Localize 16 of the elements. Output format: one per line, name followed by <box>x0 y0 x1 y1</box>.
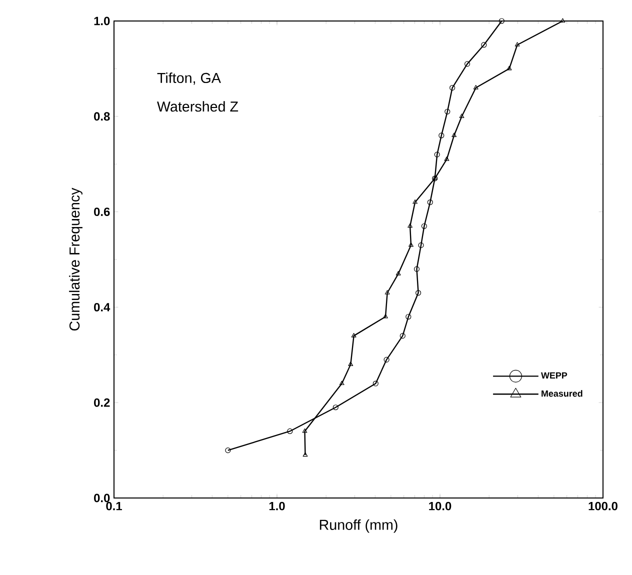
y-tick-label: 0.4 <box>94 302 110 312</box>
legend-label: Measured <box>542 390 582 397</box>
y-tick-label: 0.8 <box>94 112 110 121</box>
y-tick-label: 0.2 <box>94 398 110 407</box>
legend-label: WEPP <box>541 372 568 379</box>
x-tick-label: 0.1 <box>106 502 122 510</box>
x-tick-label: 100.0 <box>588 502 618 510</box>
annotation: Tifton, GA <box>157 72 221 85</box>
y-tick-label: 1.0 <box>94 16 110 26</box>
x-tick-label: 1.0 <box>269 502 285 510</box>
x-tick-label: 10.0 <box>429 502 452 510</box>
y-tick-label: 0.6 <box>94 208 110 216</box>
x-axis-title: Runoff (mm) <box>320 519 398 533</box>
y-axis-title: Cumulative Frequency <box>69 188 82 331</box>
annotation: Watershed Z <box>157 101 238 112</box>
y-tick-label: 0.0 <box>94 494 110 502</box>
